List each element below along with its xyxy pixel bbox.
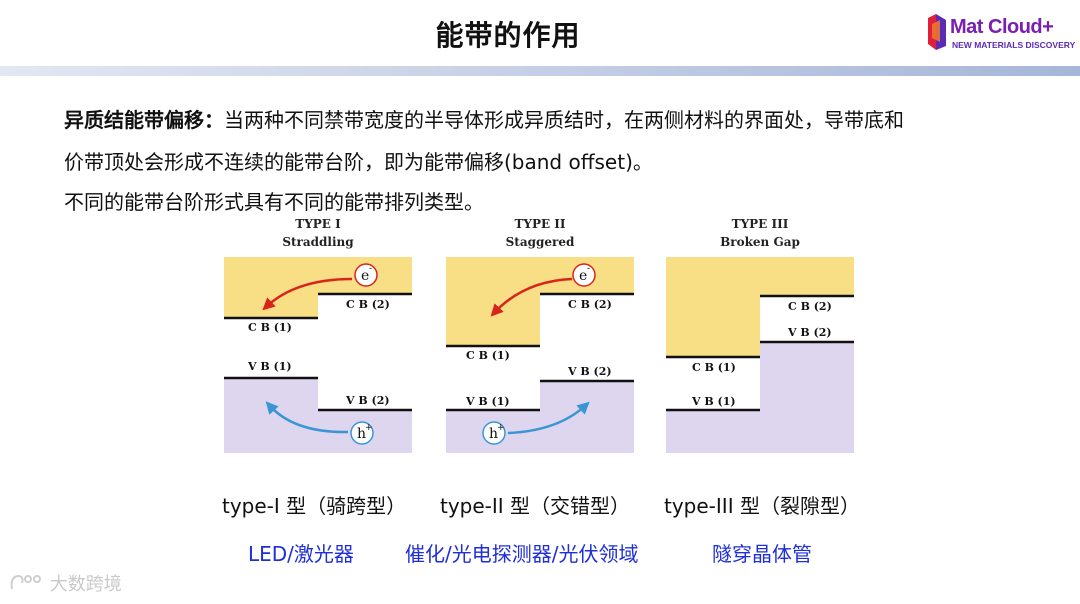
valence-band-region bbox=[666, 342, 854, 453]
hole-arrow bbox=[265, 401, 349, 434]
diagram-type-ii: TYPE II Staggered C B (1) C B (2) V B (1… bbox=[446, 215, 634, 455]
title-divider bbox=[0, 66, 1080, 76]
electron-icon: e - bbox=[354, 263, 378, 287]
cb1-label: C B (1) bbox=[692, 361, 736, 374]
svg-text:+: + bbox=[365, 423, 373, 433]
vb2-label: V B (2) bbox=[345, 394, 390, 407]
cb1-label: C B (1) bbox=[248, 321, 292, 334]
intro-term: 异质结能带偏移： bbox=[64, 108, 224, 132]
svg-text:h: h bbox=[357, 426, 366, 442]
watermark-text: 大数跨境 bbox=[49, 574, 122, 595]
diagram-type-iii: TYPE III Broken Gap C B (1) C B (2) V B … bbox=[666, 215, 854, 455]
caption-type-ii: type-II 型（交错型） bbox=[440, 494, 631, 518]
application-type-ii: 催化/光电探测器/光伏领域 bbox=[405, 542, 639, 566]
hole-icon: h + bbox=[482, 421, 506, 445]
application-type-i: LED/激光器 bbox=[248, 542, 354, 566]
matcloud-logo: Mat Cloud+ NEW MATERIALS DISCOVERY bbox=[926, 14, 1076, 54]
diagram-type-ii-title: TYPE II Staggered bbox=[446, 215, 634, 251]
svg-text:e: e bbox=[579, 268, 587, 284]
band-diagram: C B (1) C B (2) V B (1) V B (2) e - h + bbox=[446, 257, 634, 453]
band-diagram: C B (1) C B (2) V B (1) V B (2) bbox=[666, 257, 854, 453]
electron-icon: e - bbox=[572, 263, 596, 287]
cb1-label: C B (1) bbox=[466, 349, 510, 362]
diagram-type-name: Staggered bbox=[505, 235, 575, 249]
matcloud-logo-icon bbox=[928, 14, 946, 50]
band-diagram: C B (1) C B (2) V B (1) V B (2) e - h + bbox=[224, 257, 412, 453]
diagram-type-name: Straddling bbox=[282, 235, 354, 249]
svg-text:-: - bbox=[587, 264, 590, 274]
application-type-iii: 隧穿晶体管 bbox=[712, 542, 812, 566]
cb2-label: C B (2) bbox=[788, 300, 832, 313]
diagram-type-name: Broken Gap bbox=[720, 235, 800, 249]
valence-band-region bbox=[446, 381, 634, 453]
diagram-type-iii-title: TYPE III Broken Gap bbox=[666, 215, 854, 251]
intro-line-3: 不同的能带台阶形式具有不同的能带排列类型。 bbox=[64, 190, 484, 214]
logo-subtitle: NEW MATERIALS DISCOVERY bbox=[952, 40, 1076, 50]
diagram-type-i-title: TYPE I Straddling bbox=[224, 215, 412, 251]
intro-line-1-text: 当两种不同禁带宽度的半导体形成异质结时，在两侧材料的界面处，导带底和 bbox=[224, 108, 904, 132]
svg-text:h: h bbox=[489, 426, 498, 442]
cb2-label: C B (2) bbox=[568, 298, 612, 311]
page-title: 能带的作用 bbox=[435, 19, 581, 52]
caption-type-iii: type-III 型（裂隙型） bbox=[664, 494, 860, 518]
diagram-type-label: TYPE III bbox=[731, 217, 789, 231]
vb1-label: V B (1) bbox=[247, 360, 292, 373]
cb2-label: C B (2) bbox=[346, 298, 390, 311]
diagram-type-label: TYPE II bbox=[514, 217, 566, 231]
diagram-type-label: TYPE I bbox=[295, 217, 341, 231]
logo-text: Mat Cloud+ bbox=[950, 16, 1054, 38]
conduction-band-region bbox=[666, 257, 854, 357]
diagram-type-i: TYPE I Straddling C B (1) C B (2) V B (1… bbox=[224, 215, 412, 455]
intro-line-2: 价带顶处会形成不连续的能带台阶，即为能带偏移(band offset)。 bbox=[64, 150, 653, 174]
vb1-label: V B (1) bbox=[465, 395, 510, 408]
electron-arrow bbox=[262, 277, 353, 311]
svg-text:-: - bbox=[369, 264, 372, 274]
vb1-label: V B (1) bbox=[691, 395, 736, 408]
hole-arrow bbox=[507, 401, 590, 435]
watermark: 大数跨境 bbox=[8, 570, 122, 596]
vb2-label: V B (2) bbox=[567, 365, 612, 378]
svg-text:+: + bbox=[497, 423, 505, 433]
watermark-logo-icon bbox=[10, 574, 41, 590]
svg-text:e: e bbox=[361, 268, 369, 284]
vb2-label: V B (2) bbox=[787, 326, 832, 339]
electron-arrow bbox=[490, 277, 573, 317]
intro-line-1: 异质结能带偏移：当两种不同禁带宽度的半导体形成异质结时，在两侧材料的界面处，导带… bbox=[64, 104, 904, 133]
valence-band-region bbox=[224, 378, 412, 453]
caption-type-i: type-I 型（骑跨型） bbox=[222, 494, 407, 518]
hole-icon: h + bbox=[350, 421, 374, 445]
